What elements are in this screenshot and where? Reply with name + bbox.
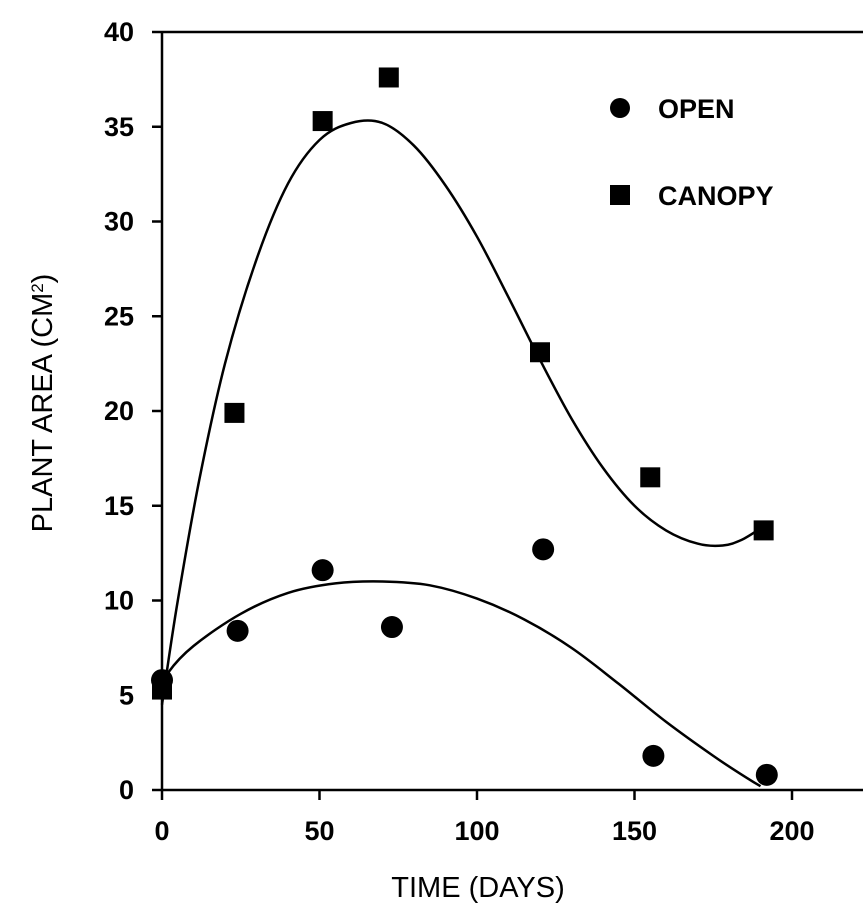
axes <box>152 30 863 800</box>
tick-labels: 0 5 10 15 20 25 30 35 40 0 50 100 150 200 <box>104 17 815 846</box>
y-tick-label: 25 <box>104 301 134 331</box>
x-tick-label: 150 <box>612 816 657 846</box>
open-fit-curve <box>157 580 762 788</box>
legend: OPEN CANOPY <box>610 94 774 211</box>
canopy-point <box>530 342 550 363</box>
y-axis-label: PLANT AREA (CM2) <box>27 274 59 533</box>
data-points <box>151 67 778 786</box>
y-tick-label: 35 <box>104 112 134 142</box>
y-tick-label: 10 <box>104 586 134 616</box>
canopy-point <box>224 402 245 423</box>
open-point <box>380 616 403 639</box>
y-tick-label: 30 <box>104 207 134 237</box>
legend-canopy-label: CANOPY <box>658 181 774 211</box>
y-tick-label: 20 <box>104 396 134 426</box>
open-point <box>311 559 334 582</box>
x-tick-label: 100 <box>454 816 499 846</box>
x-tick-label: 50 <box>304 816 334 846</box>
y-axis-label-superscript: 2 <box>28 283 47 292</box>
x-tick-label: 0 <box>154 816 169 846</box>
canopy-point <box>753 520 774 541</box>
legend-open-label: OPEN <box>658 94 735 124</box>
canopy-point <box>312 111 333 132</box>
fit-curves <box>157 119 762 788</box>
y-axis-label-main: PLANT AREA (CM <box>27 293 59 533</box>
open-point <box>226 619 249 642</box>
x-tick-label: 200 <box>769 816 814 846</box>
x-axis-label: TIME (DAYS) <box>391 872 564 904</box>
open-point <box>532 538 555 561</box>
legend-open-marker <box>610 98 630 118</box>
y-tick-label: 15 <box>104 491 134 521</box>
y-tick-label: 0 <box>119 775 134 805</box>
y-tick-label: 40 <box>104 17 134 47</box>
y-axis-label-close: ) <box>27 274 59 284</box>
canopy-fit-curve <box>160 119 762 705</box>
canopy-point <box>378 67 399 88</box>
canopy-point <box>640 467 661 488</box>
legend-canopy-marker <box>610 185 630 205</box>
open-point <box>755 763 778 786</box>
y-tick-label: 5 <box>119 680 134 710</box>
open-point <box>642 744 665 767</box>
canopy-point <box>152 679 172 700</box>
